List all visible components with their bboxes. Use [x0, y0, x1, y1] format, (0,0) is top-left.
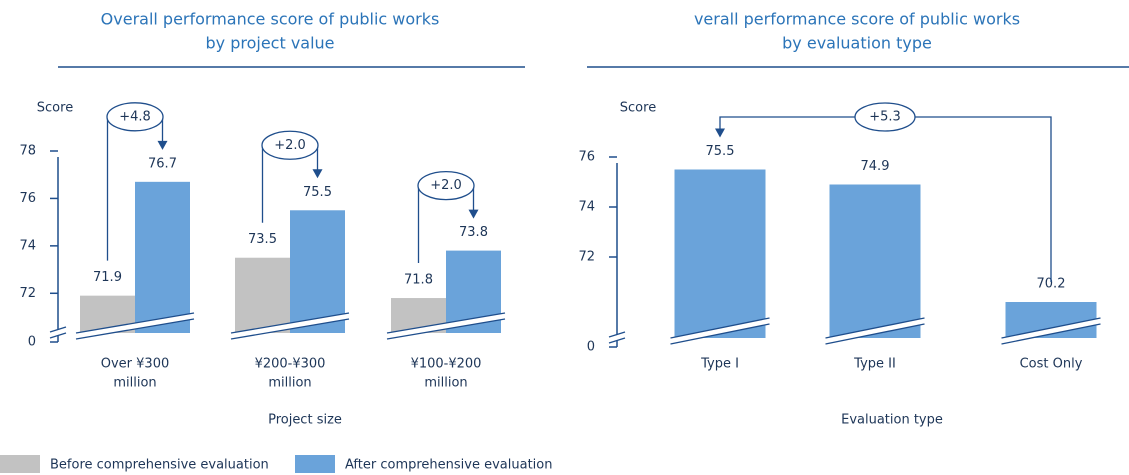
annotation-bubble	[854, 102, 916, 132]
legend-swatch	[0, 455, 40, 473]
bar	[235, 257, 290, 333]
y-tick-label: 76	[19, 191, 36, 206]
bar	[829, 184, 921, 338]
bar	[290, 210, 345, 333]
axis-break	[235, 314, 345, 338]
annotation-bubble	[106, 102, 164, 132]
axis-break	[674, 319, 766, 343]
y-tick-label: 74	[19, 238, 36, 253]
annotation: +2.0	[274, 138, 306, 153]
value-label: 73.5	[248, 232, 277, 247]
annotation-line	[417, 184, 420, 264]
axis-break-line	[1001, 323, 1101, 345]
chart-title: by evaluation type	[782, 34, 932, 53]
axis-break-line	[230, 312, 350, 334]
annotation-line	[106, 116, 109, 261]
axis-break	[611, 333, 623, 343]
value-label: 75.5	[706, 144, 735, 159]
x-tick-label: Over ¥300	[101, 357, 170, 372]
annotation: +5.3	[869, 110, 901, 125]
y-tick-label: 74	[578, 200, 595, 215]
arrow-head	[468, 209, 479, 219]
annotation-line	[261, 144, 264, 223]
axis-break-line	[75, 318, 195, 340]
legend-label: Before comprehensive evaluation	[50, 458, 269, 473]
axis-break-line	[230, 318, 350, 340]
y-axis-label: Score	[620, 101, 656, 116]
chart-title: by project value	[205, 34, 334, 53]
bar	[135, 181, 190, 333]
x-tick-label: Type II	[853, 357, 896, 372]
axis-break-line	[670, 323, 770, 345]
axis-break-line	[386, 312, 506, 334]
arrow-head	[715, 128, 725, 138]
y-tick-label: 72	[578, 250, 595, 265]
x-axis-label: Evaluation type	[841, 413, 943, 428]
value-label: 74.9	[861, 159, 890, 174]
value-label: 71.9	[93, 270, 122, 285]
axis-break	[52, 328, 64, 338]
x-tick-label: Cost Only	[1020, 357, 1083, 372]
chart-title: Overall performance score of public work…	[101, 10, 440, 29]
annotation-bubble	[417, 170, 475, 201]
axis-break-line	[1001, 317, 1101, 339]
axis-break-line	[608, 337, 626, 344]
x-tick-label: million	[113, 376, 156, 391]
axis-break-line	[75, 312, 195, 334]
annotation-bubble	[261, 130, 319, 160]
annotation: +4.8	[119, 109, 151, 124]
value-label: 71.8	[404, 273, 433, 288]
axis-break	[1005, 319, 1097, 343]
x-tick-label: ¥200-¥300	[255, 357, 326, 372]
chart-title: verall performance score of public works	[694, 10, 1020, 29]
bar	[674, 169, 766, 338]
x-tick-label: Type I	[700, 357, 739, 372]
value-label: 73.8	[459, 225, 488, 240]
y-tick-label: 76	[578, 150, 595, 165]
value-label: 75.5	[303, 185, 332, 200]
x-tick-label: ¥100-¥200	[411, 357, 482, 372]
y-tick-label: 78	[19, 144, 36, 159]
y-tick-label: 72	[19, 286, 36, 301]
axis-break	[80, 314, 190, 338]
axis-break-line	[825, 323, 925, 345]
x-tick-label: million	[424, 376, 467, 391]
axis-break-line	[670, 317, 770, 339]
x-tick-label: million	[268, 376, 311, 391]
axis-break	[829, 319, 921, 343]
arrow-head	[312, 169, 323, 179]
axis-break	[391, 314, 501, 338]
annotation: +2.0	[430, 178, 462, 193]
axis-break-line	[49, 326, 67, 333]
y-tick-label: 0	[28, 335, 36, 350]
y-axis-label: Score	[37, 101, 73, 116]
arrow-head	[157, 140, 168, 150]
annotation-line	[719, 116, 855, 134]
axis-break-line	[825, 317, 925, 339]
value-label: 70.2	[1037, 277, 1066, 292]
x-axis-label: Project size	[268, 413, 342, 428]
y-tick-label: 0	[587, 340, 595, 355]
value-label: 76.7	[148, 156, 177, 171]
annotation-line	[915, 116, 1052, 282]
legend-label: After comprehensive evaluation	[345, 458, 553, 473]
axis-break-line	[386, 318, 506, 340]
legend-swatch	[295, 455, 335, 473]
axis-break-line	[608, 331, 626, 338]
axis-break-line	[49, 332, 67, 339]
